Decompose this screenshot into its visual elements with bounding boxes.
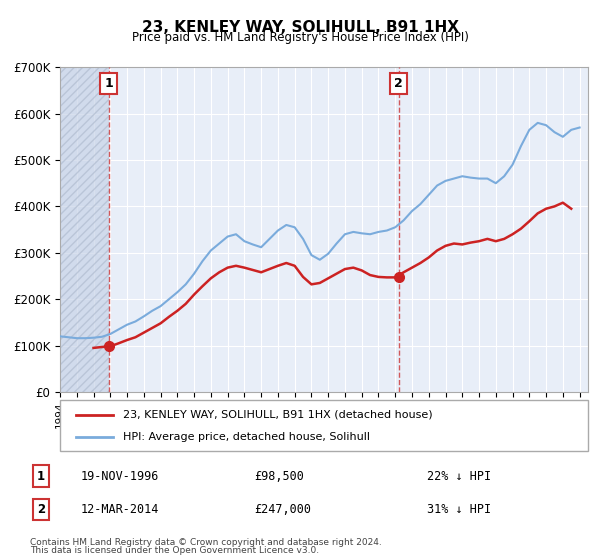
Text: Contains HM Land Registry data © Crown copyright and database right 2024.: Contains HM Land Registry data © Crown c… (30, 538, 382, 547)
Text: 1: 1 (104, 77, 113, 90)
Text: Price paid vs. HM Land Registry's House Price Index (HPI): Price paid vs. HM Land Registry's House … (131, 31, 469, 44)
Text: 23, KENLEY WAY, SOLIHULL, B91 1HX (detached house): 23, KENLEY WAY, SOLIHULL, B91 1HX (detac… (124, 409, 433, 419)
Text: 31% ↓ HPI: 31% ↓ HPI (427, 503, 491, 516)
Text: 23, KENLEY WAY, SOLIHULL, B91 1HX: 23, KENLEY WAY, SOLIHULL, B91 1HX (142, 20, 458, 35)
Text: £98,500: £98,500 (254, 469, 304, 483)
Text: 2: 2 (37, 503, 45, 516)
Text: HPI: Average price, detached house, Solihull: HPI: Average price, detached house, Soli… (124, 432, 370, 442)
Text: 12-MAR-2014: 12-MAR-2014 (81, 503, 160, 516)
Text: 2: 2 (394, 77, 403, 90)
Text: 19-NOV-1996: 19-NOV-1996 (81, 469, 160, 483)
Text: This data is licensed under the Open Government Licence v3.0.: This data is licensed under the Open Gov… (30, 546, 319, 555)
Text: 22% ↓ HPI: 22% ↓ HPI (427, 469, 491, 483)
Text: 1: 1 (37, 469, 45, 483)
Text: £247,000: £247,000 (254, 503, 311, 516)
Bar (60, 67, 109, 392)
FancyBboxPatch shape (60, 400, 588, 451)
